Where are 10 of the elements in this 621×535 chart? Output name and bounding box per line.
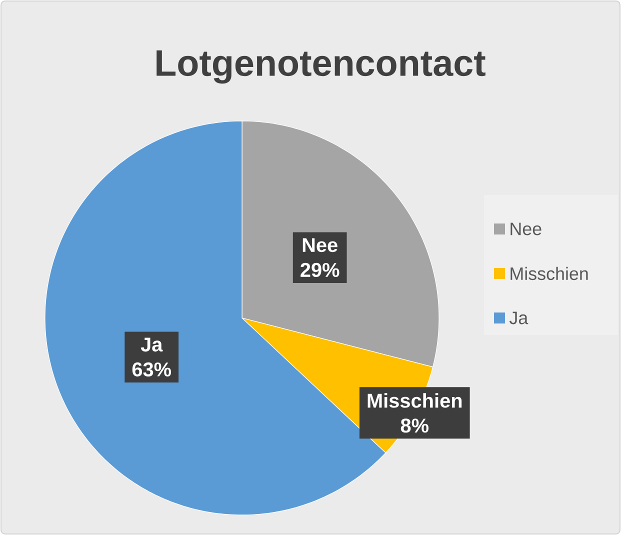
legend-label: Misschien bbox=[510, 266, 588, 280]
slice-label: Ja bbox=[140, 338, 163, 352]
slice-label: Misschien bbox=[368, 393, 462, 408]
data-label: 29% bbox=[300, 262, 340, 277]
slice-label: Nee bbox=[302, 238, 338, 252]
chart-title: Lotgenotencontact bbox=[156, 50, 486, 84]
legend-label: Ja bbox=[509, 312, 528, 324]
legend-label: Nee bbox=[510, 222, 542, 236]
data-label: 63% bbox=[132, 362, 172, 377]
data-label: 8% bbox=[400, 418, 429, 433]
